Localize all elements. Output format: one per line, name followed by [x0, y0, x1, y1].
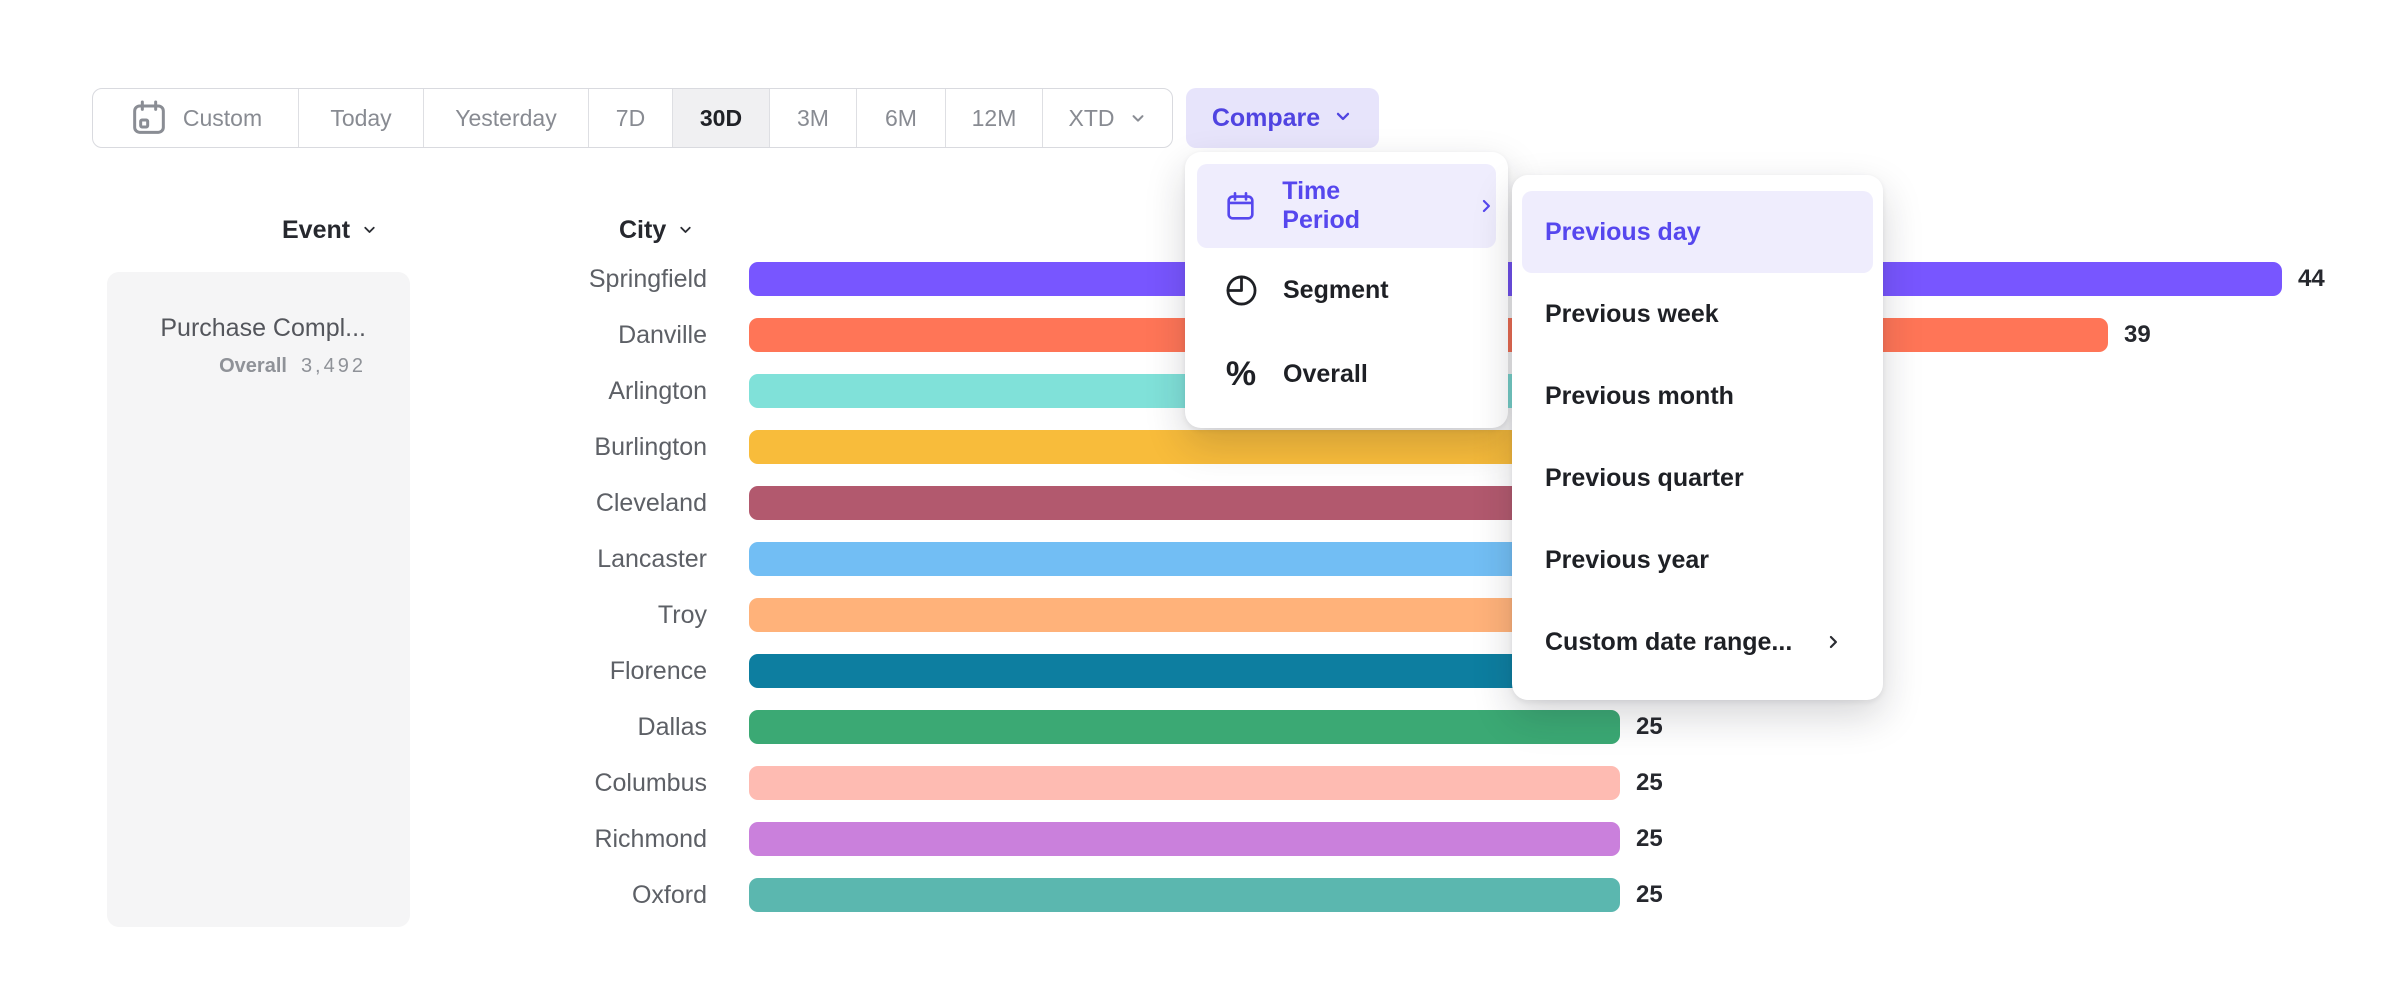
overall-label: Overall — [219, 355, 287, 377]
event-overall-count: Overall 3,492 — [107, 355, 366, 378]
range-option-label: Custom — [182, 104, 263, 131]
time-period-option-previous-month[interactable]: Previous month — [1522, 355, 1873, 437]
range-option-label: XTD — [1068, 104, 1115, 131]
menu-item-label: Previous week — [1545, 299, 1719, 328]
range-option-7d[interactable]: 7D — [589, 89, 673, 147]
category-label: Troy — [657, 601, 707, 629]
chevron-right-icon — [1476, 196, 1496, 216]
bar-value-label: 25 — [1636, 825, 1663, 852]
category-label: Columbus — [594, 769, 707, 797]
bar-dallas[interactable] — [749, 710, 1620, 744]
menu-item-label: Previous quarter — [1545, 463, 1744, 492]
range-option-12m[interactable]: 12M — [946, 89, 1043, 147]
time-period-option-custom-date-range-[interactable]: Custom date range... — [1522, 601, 1873, 683]
bar-value-label: 25 — [1636, 713, 1663, 740]
city-column-selector[interactable]: City — [619, 216, 694, 245]
range-option-label: Yesterday — [455, 104, 557, 131]
bar-troy[interactable] — [749, 598, 1655, 632]
category-label: Burlington — [594, 433, 707, 461]
category-label: Dallas — [637, 713, 707, 741]
chart-row-columbus: Columbus 25 — [0, 766, 2394, 800]
calendar-icon — [129, 98, 169, 138]
range-option-label: 30D — [699, 104, 743, 131]
time-period-option-previous-year[interactable]: Previous year — [1522, 519, 1873, 601]
menu-item-label: Time Period — [1282, 177, 1361, 234]
menu-item-label: Overall — [1283, 359, 1368, 388]
range-option-3m[interactable]: 3M — [770, 89, 857, 147]
bar-value-label: 39 — [2124, 321, 2151, 348]
range-option-label: 12M — [971, 104, 1017, 131]
range-option-6m[interactable]: 6M — [857, 89, 946, 147]
calendar-icon — [1223, 190, 1258, 223]
category-label: Florence — [609, 657, 707, 685]
category-label: Oxford — [631, 881, 707, 909]
menu-item-label: Segment — [1283, 275, 1389, 304]
menu-item-label: Previous year — [1545, 545, 1709, 574]
time-period-option-previous-day[interactable]: Previous day — [1522, 191, 1873, 273]
chevron-down-icon — [361, 216, 378, 245]
compare-dropdown-menu: Time Period Segment% Overall — [1185, 152, 1508, 428]
event-column-label: Event — [282, 216, 351, 244]
range-option-label: Today — [330, 104, 392, 131]
time-period-submenu: Previous day Previous week Previous month P… — [1512, 175, 1883, 700]
bar-value-label: 44 — [2298, 265, 2325, 292]
compare-menu-item-segment[interactable]: Segment — [1197, 248, 1496, 332]
bar-value-label: 25 — [1636, 769, 1663, 796]
chevron-down-icon — [1333, 104, 1353, 133]
category-label: Cleveland — [595, 489, 707, 517]
chart-row-oxford: Oxford 25 — [0, 878, 2394, 912]
menu-item-label: Custom date range... — [1545, 627, 1793, 656]
category-label: Danville — [618, 321, 707, 349]
percent-icon: % — [1225, 355, 1257, 393]
menu-item-label: Previous month — [1545, 381, 1734, 410]
compare-menu-item-time-period[interactable]: Time Period — [1197, 164, 1496, 248]
range-option-yesterday[interactable]: Yesterday — [424, 89, 589, 147]
category-label: Richmond — [594, 825, 707, 853]
compare-menu-item-overall[interactable]: % Overall — [1197, 332, 1496, 416]
date-range-control: Custom Today Yesterday 7D 30D 3M 6M 12M XTD — [92, 88, 1173, 148]
category-label: Lancaster — [597, 545, 707, 573]
range-option-today[interactable]: Today — [299, 89, 424, 147]
category-label: Arlington — [608, 377, 707, 405]
chart-row-richmond: Richmond 25 — [0, 822, 2394, 856]
bar-oxford[interactable] — [749, 878, 1620, 912]
time-period-option-previous-week[interactable]: Previous week — [1522, 273, 1873, 355]
chevron-down-icon — [1129, 109, 1147, 127]
range-option-30d[interactable]: 30D — [673, 89, 770, 147]
range-option-custom[interactable]: Custom — [93, 89, 299, 147]
range-option-label: 6M — [885, 104, 917, 131]
compare-button[interactable]: Compare — [1186, 88, 1379, 148]
segment-icon — [1223, 273, 1259, 308]
compare-button-label: Compare — [1211, 103, 1321, 132]
category-label: Springfield — [588, 265, 707, 293]
time-period-option-previous-quarter[interactable]: Previous quarter — [1522, 437, 1873, 519]
chevron-right-icon — [1823, 632, 1843, 652]
event-column-selector[interactable]: Event — [282, 216, 378, 245]
bar-columbus[interactable] — [749, 766, 1620, 800]
city-column-label: City — [619, 216, 667, 244]
range-option-label: 7D — [615, 104, 646, 131]
range-option-label: 3M — [797, 104, 829, 131]
bar-value-label: 25 — [1636, 881, 1663, 908]
bar-florence[interactable] — [749, 654, 1620, 688]
menu-item-label: Previous day — [1545, 217, 1701, 246]
chevron-down-icon — [677, 216, 694, 245]
event-row-card[interactable]: Purchase Compl... Overall 3,492 — [107, 272, 410, 927]
range-option-xtd[interactable]: XTD — [1043, 89, 1172, 147]
bar-richmond[interactable] — [749, 822, 1620, 856]
overall-value: 3,492 — [300, 355, 366, 377]
chart-row-dallas: Dallas 25 — [0, 710, 2394, 744]
event-name: Purchase Compl... — [160, 314, 366, 342]
